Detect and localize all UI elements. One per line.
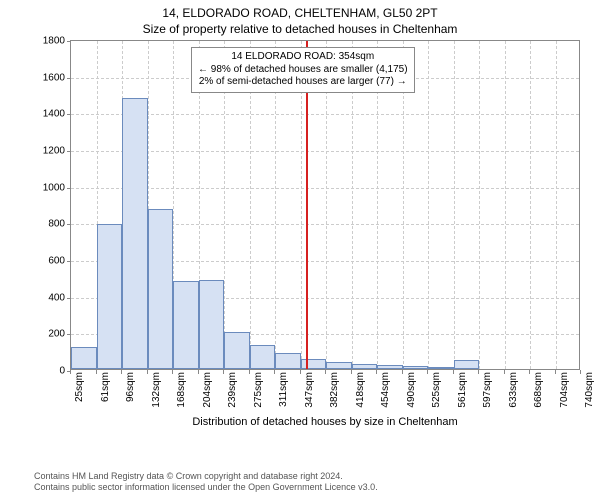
x-tick-mark: [96, 370, 97, 374]
histogram-bar: [326, 362, 352, 369]
x-tick-mark: [147, 370, 148, 374]
x-tick-label: 382sqm: [329, 372, 340, 408]
x-tick-label: 633sqm: [508, 372, 519, 408]
x-tick-mark: [198, 370, 199, 374]
plot-area: 02004006008001000120014001600180014 ELDO…: [70, 40, 580, 370]
x-tick-mark: [351, 370, 352, 374]
histogram-bar: [301, 359, 327, 369]
x-tick-mark: [223, 370, 224, 374]
histogram-bar: [224, 332, 250, 369]
footer-line-2: Contains public sector information licen…: [34, 482, 378, 494]
histogram-bar: [173, 281, 199, 369]
x-tick-mark: [529, 370, 530, 374]
gridline-v: [454, 41, 455, 369]
x-tick-label: 454sqm: [380, 372, 391, 408]
x-tick-label: 61sqm: [100, 372, 111, 402]
x-tick-mark: [70, 370, 71, 374]
x-tick-label: 597sqm: [482, 372, 493, 408]
gridline-v: [479, 41, 480, 369]
x-tick-label: 239sqm: [227, 372, 238, 408]
x-tick-mark: [249, 370, 250, 374]
x-tick-mark: [300, 370, 301, 374]
footer-attribution: Contains HM Land Registry data © Crown c…: [34, 471, 378, 494]
x-tick-mark: [427, 370, 428, 374]
histogram-bar: [352, 364, 378, 370]
chart-container: Number of detached properties 0200400600…: [30, 40, 590, 410]
x-tick-label: 347sqm: [304, 372, 315, 408]
x-tick-label: 525sqm: [431, 372, 442, 408]
x-tick-mark: [478, 370, 479, 374]
histogram-bar: [148, 209, 174, 369]
x-tick-label: 668sqm: [533, 372, 544, 408]
x-tick-label: 311sqm: [278, 372, 289, 407]
y-tick-mark: [67, 224, 71, 225]
x-tick-label: 740sqm: [584, 372, 595, 408]
x-tick-label: 132sqm: [151, 372, 162, 408]
histogram-bar: [428, 367, 454, 369]
y-tick-mark: [67, 298, 71, 299]
x-tick-label: 25sqm: [74, 372, 85, 402]
y-tick-mark: [67, 188, 71, 189]
y-tick-mark: [67, 114, 71, 115]
x-tick-mark: [580, 370, 581, 374]
histogram-bar: [403, 366, 429, 369]
x-tick-label: 418sqm: [355, 372, 366, 408]
histogram-bar: [275, 353, 301, 370]
histogram-bar: [97, 224, 123, 369]
histogram-bar: [122, 98, 148, 369]
histogram-bar: [250, 345, 276, 369]
x-axis-label: Distribution of detached houses by size …: [70, 416, 580, 428]
footer-line-1: Contains HM Land Registry data © Crown c…: [34, 471, 378, 483]
gridline-v: [505, 41, 506, 369]
histogram-bar: [71, 347, 97, 369]
y-tick-mark: [67, 78, 71, 79]
y-tick-mark: [67, 151, 71, 152]
page-title-address: 14, ELDORADO ROAD, CHELTENHAM, GL50 2PT: [0, 0, 600, 20]
annotation-box: 14 ELDORADO ROAD: 354sqm← 98% of detache…: [191, 47, 415, 93]
x-tick-mark: [172, 370, 173, 374]
x-tick-mark: [504, 370, 505, 374]
x-tick-mark: [555, 370, 556, 374]
annotation-line: 2% of semi-detached houses are larger (7…: [198, 76, 408, 89]
x-tick-label: 490sqm: [406, 372, 417, 408]
page-title-subtitle: Size of property relative to detached ho…: [0, 20, 600, 40]
x-tick-label: 561sqm: [457, 372, 468, 408]
histogram-bar: [199, 280, 225, 369]
y-tick-mark: [67, 261, 71, 262]
annotation-line: ← 98% of detached houses are smaller (4,…: [198, 64, 408, 77]
x-tick-mark: [274, 370, 275, 374]
x-tick-label: 704sqm: [559, 372, 570, 408]
gridline-v: [530, 41, 531, 369]
x-tick-mark: [376, 370, 377, 374]
x-tick-mark: [402, 370, 403, 374]
x-tick-label: 275sqm: [253, 372, 264, 408]
x-tick-mark: [453, 370, 454, 374]
gridline-v: [556, 41, 557, 369]
y-tick-mark: [67, 41, 71, 42]
gridline-v: [428, 41, 429, 369]
x-tick-mark: [325, 370, 326, 374]
x-tick-label: 204sqm: [202, 372, 213, 408]
x-tick-label: 96sqm: [125, 372, 136, 402]
histogram-bar: [377, 365, 403, 369]
y-tick-mark: [67, 334, 71, 335]
histogram-bar: [454, 360, 480, 369]
annotation-line: 14 ELDORADO ROAD: 354sqm: [198, 51, 408, 64]
x-tick-mark: [121, 370, 122, 374]
x-tick-label: 168sqm: [176, 372, 187, 408]
